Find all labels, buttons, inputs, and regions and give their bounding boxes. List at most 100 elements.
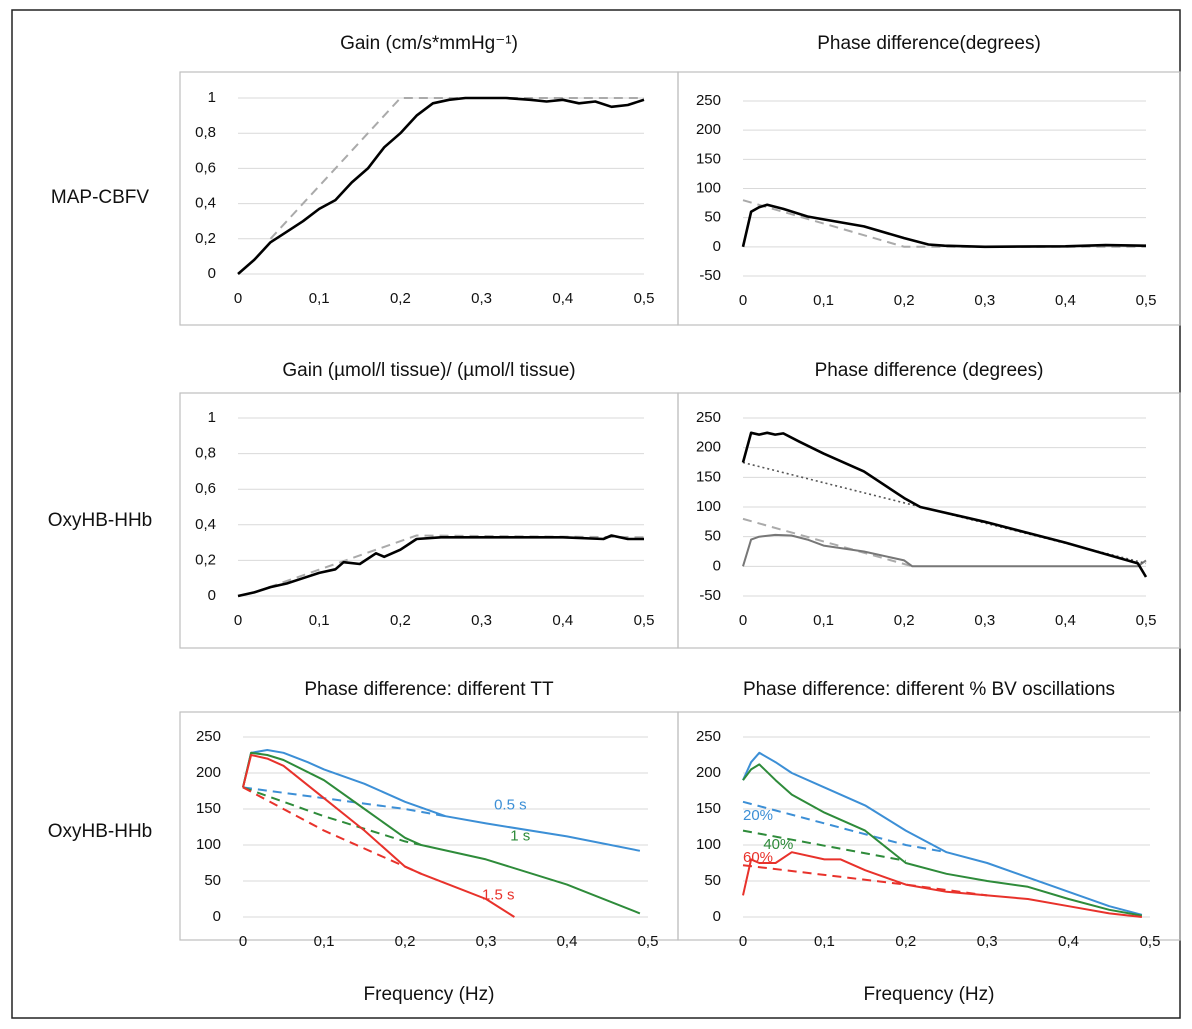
chart-title: Gain (cm/s*mmHg⁻¹) (340, 33, 518, 54)
y-tick-label: 0 (208, 265, 216, 282)
y-tick-label: 0,4 (195, 195, 216, 212)
y-tick-label: 0,4 (195, 516, 216, 533)
x-tick-label: 0 (739, 933, 747, 950)
panel-frame (179, 711, 679, 941)
chart-title: Phase difference: different TT (304, 679, 554, 700)
series-line (741, 203, 1147, 249)
x-tick-label: 0,2 (894, 292, 915, 309)
y-tick-label: 0,2 (195, 551, 216, 568)
x-tick-label: 0,2 (894, 612, 915, 629)
series-line (742, 199, 1146, 248)
y-tick-label: 50 (704, 528, 721, 545)
panel-frame (677, 71, 1181, 326)
y-tick-label: 0 (713, 238, 721, 255)
series-line (269, 97, 644, 240)
series-line (742, 533, 1147, 568)
y-tick-label: 1 (208, 409, 216, 426)
x-tick-label: 0,2 (395, 933, 416, 950)
y-tick-label: 50 (704, 209, 721, 226)
y-tick-label: 100 (196, 836, 221, 853)
series-line (242, 751, 641, 915)
panel-frame (677, 392, 1181, 649)
x-tick-label: 0,5 (638, 933, 659, 950)
series-line (242, 786, 446, 818)
series-line (742, 517, 913, 568)
x-tick-label: 0,2 (390, 290, 411, 307)
x-tick-label: 0,4 (552, 290, 573, 307)
x-axis-label: Frequency (Hz) (864, 984, 995, 1005)
y-tick-label: 200 (696, 439, 721, 456)
series-line (741, 431, 1148, 578)
x-tick-label: 0,2 (895, 933, 916, 950)
x-tick-label: 0,2 (390, 612, 411, 629)
series-line (242, 786, 422, 846)
series-line (742, 800, 947, 854)
y-tick-label: 0,6 (195, 159, 216, 176)
panel-frame (179, 71, 679, 326)
y-tick-label: 250 (196, 728, 221, 745)
y-tick-label: 0 (713, 557, 721, 574)
x-tick-label: 0 (234, 612, 242, 629)
y-tick-label: 0 (713, 908, 721, 925)
series-label: 1 s (510, 827, 530, 844)
series-label: 20% (743, 807, 773, 824)
y-tick-label: 150 (196, 800, 221, 817)
y-tick-label: 0 (213, 908, 221, 925)
y-tick-label: 50 (204, 872, 221, 889)
y-tick-label: 1 (208, 89, 216, 106)
x-tick-label: 0,5 (1136, 612, 1157, 629)
series-line (742, 751, 1143, 916)
series-label: 1.5 s (482, 886, 515, 903)
row-label: OxyHB-HHb (48, 821, 153, 842)
x-tick-label: 0,3 (471, 612, 492, 629)
x-tick-label: 0,1 (813, 292, 834, 309)
y-tick-label: -50 (699, 267, 721, 284)
series-line (237, 96, 645, 275)
series-label: 60% (743, 849, 773, 866)
x-tick-label: 0,1 (813, 612, 834, 629)
x-tick-label: 0,5 (634, 290, 655, 307)
series-label: 0.5 s (494, 796, 527, 813)
chart-title: Phase difference (degrees) (815, 360, 1044, 381)
series-line (242, 786, 422, 875)
x-tick-label: 0,3 (476, 933, 497, 950)
x-tick-label: 0,4 (1058, 933, 1079, 950)
series-line (253, 534, 645, 594)
series-line (242, 749, 641, 852)
y-tick-label: 0 (208, 587, 216, 604)
x-tick-label: 0 (739, 292, 747, 309)
y-tick-label: 50 (704, 872, 721, 889)
x-tick-label: 0,1 (314, 933, 335, 950)
series-line (237, 534, 644, 598)
series-line (742, 851, 1143, 918)
y-tick-label: 250 (696, 409, 721, 426)
y-tick-label: 0,8 (195, 445, 216, 462)
series-line (742, 763, 1143, 917)
x-tick-label: 0,4 (1055, 612, 1076, 629)
x-tick-label: 0,1 (309, 612, 330, 629)
series-line (742, 864, 988, 897)
x-tick-label: 0,4 (1055, 292, 1076, 309)
x-tick-label: 0,5 (1140, 933, 1161, 950)
y-tick-label: 250 (696, 728, 721, 745)
y-tick-label: 100 (696, 498, 721, 515)
y-tick-label: 250 (696, 92, 721, 109)
x-tick-label: 0,3 (471, 290, 492, 307)
y-tick-label: 200 (196, 764, 221, 781)
y-tick-label: 100 (696, 179, 721, 196)
x-tick-label: 0,3 (977, 933, 998, 950)
panel-frame (677, 711, 1181, 941)
chart-title: Phase difference(degrees) (817, 33, 1041, 54)
x-tick-label: 0,3 (974, 612, 995, 629)
chart-title: Phase difference: different % BV oscilla… (743, 679, 1115, 700)
x-tick-label: 0,1 (309, 290, 330, 307)
y-tick-label: 150 (696, 468, 721, 485)
y-tick-label: 200 (696, 764, 721, 781)
series-line (742, 829, 906, 862)
y-tick-label: 150 (696, 800, 721, 817)
x-tick-label: 0,4 (557, 933, 578, 950)
x-tick-label: 0,5 (1136, 292, 1157, 309)
x-tick-label: 0,5 (634, 612, 655, 629)
x-tick-label: 0 (739, 612, 747, 629)
